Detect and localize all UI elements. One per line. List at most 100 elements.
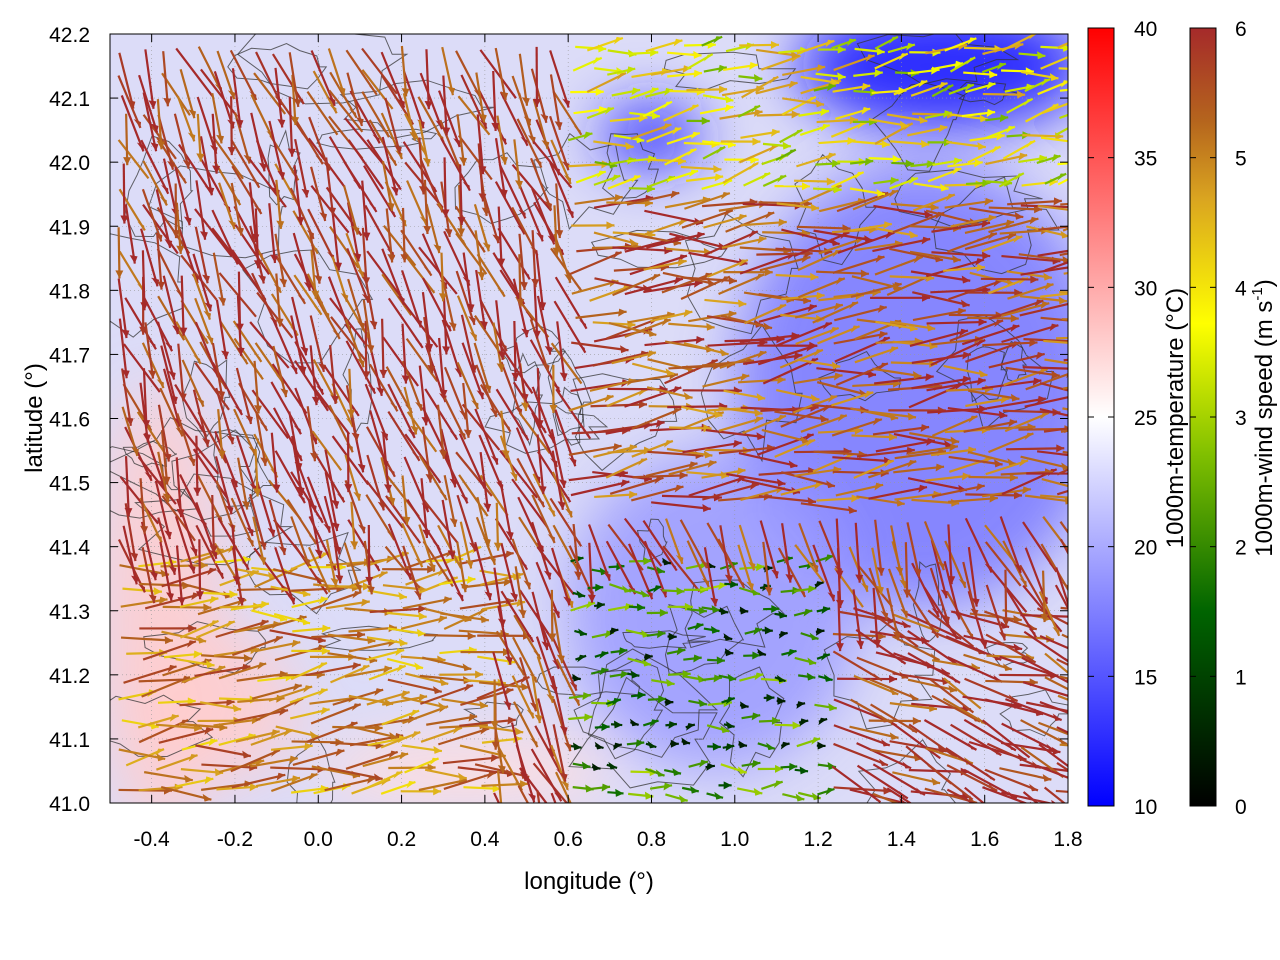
wind-arrow-head [319, 596, 328, 605]
wind-arrow-shaft [323, 365, 360, 417]
wind-arrow [141, 547, 157, 604]
wind-arrow [868, 118, 909, 129]
wind-arrow [572, 590, 586, 598]
wind-arrow-shaft [310, 703, 362, 725]
wind-arrow [380, 51, 406, 109]
wind-arrow [142, 204, 179, 255]
wind-arrow [156, 754, 198, 771]
wind-arrow [458, 433, 486, 489]
wind-arrow-head [492, 784, 501, 793]
wind-arrow-shaft [718, 446, 775, 455]
wind-arrow [913, 182, 949, 192]
wind-arrow-head [164, 342, 173, 352]
wind-arrow-head [368, 655, 378, 664]
wind-arrow-shaft [290, 516, 311, 567]
wind-arrow-head [988, 783, 998, 791]
wind-arrow [194, 226, 210, 284]
wind-arrow-head [432, 541, 441, 550]
wind-arrow-head [548, 633, 557, 642]
wind-arrow-head [148, 340, 157, 350]
wind-arrow [252, 516, 267, 565]
wind-arrow-head [229, 590, 238, 599]
contour-line [316, 128, 438, 150]
wind-arrow-head [449, 478, 458, 488]
wind-arrow [367, 636, 408, 647]
wind-arrow-shaft [531, 591, 549, 651]
wind-arrow [368, 363, 399, 412]
wind-arrow [192, 253, 213, 312]
wind-arrow-shaft [255, 412, 267, 467]
wind-arrow-head [809, 632, 819, 641]
wind-arrow-head [747, 561, 756, 571]
wind-arrow-shaft [646, 232, 705, 249]
wind-arrow-head [695, 231, 705, 240]
wind-arrow-shaft [248, 182, 258, 243]
wind-arrow-head [425, 343, 434, 352]
wind-arrow [798, 672, 816, 681]
wind-arrow-head [724, 104, 734, 113]
wind-arrow [624, 386, 682, 408]
wind-arrow-head [835, 277, 845, 286]
wind-arrow-head [653, 557, 662, 567]
wind-arrow [441, 278, 457, 332]
wind-arrow-head [565, 508, 573, 518]
wind-arrow-head [323, 523, 331, 533]
wind-arrow [818, 137, 856, 146]
wind-arrow [290, 471, 324, 524]
wind-arrow [628, 184, 655, 193]
wind-arrow-shaft [800, 502, 857, 513]
wind-arrow [794, 766, 809, 775]
wind-arrow-head [663, 440, 673, 448]
wind-arrow-shaft [868, 460, 917, 479]
wind-arrow-shaft [963, 653, 1013, 671]
wind-arrow [663, 768, 682, 776]
wind-arrow-shaft [872, 425, 930, 436]
wind-arrow-head [336, 493, 345, 503]
wind-arrow-head [466, 576, 476, 585]
wind-arrow [271, 318, 298, 375]
wind-arrow-head [611, 174, 621, 183]
wind-arrow-head [463, 429, 472, 438]
wind-arrow-shaft [328, 766, 383, 781]
contour-line [663, 51, 797, 90]
wind-arrow [981, 62, 1007, 74]
wind-arrow [179, 596, 219, 609]
wind-arrow-shaft [624, 318, 672, 338]
wind-arrow-shaft [440, 428, 457, 488]
wind-arrow-head [447, 550, 456, 560]
wind-arrow-shaft [402, 545, 422, 600]
wind-arrow-head [202, 274, 210, 284]
wind-arrow-shaft [630, 485, 684, 502]
wind-arrow-shaft [342, 185, 359, 235]
wind-arrow [142, 368, 151, 429]
wind-arrow-head [577, 343, 586, 353]
wind-arrow [162, 275, 180, 335]
wind-arrow-shaft [856, 448, 915, 458]
wind-arrow-head [627, 585, 636, 595]
wind-arrow-head [520, 431, 529, 441]
wind-arrow-head [777, 175, 787, 183]
wind-arrow-shaft [592, 470, 652, 481]
wind-arrow-head [601, 723, 610, 732]
wind-arrow-head [541, 140, 550, 149]
wind-arrow-head [662, 123, 672, 131]
wind-arrow-head [837, 45, 846, 54]
wind-arrow-shaft [211, 494, 216, 554]
wind-arrow-head [438, 293, 447, 302]
wind-arrow-head [559, 372, 568, 381]
wind-arrow [685, 723, 696, 731]
wind-arrow-head [344, 484, 353, 493]
wind-arrow-head [137, 583, 145, 593]
wind-arrow [571, 341, 629, 354]
wind-arrow-head [365, 576, 374, 585]
wind-arrow-shaft [612, 273, 661, 297]
wind-arrow [248, 182, 260, 243]
wind-arrow [292, 232, 312, 292]
wind-arrow-head [898, 53, 908, 61]
wind-arrow [605, 540, 637, 595]
wind-arrow-shaft [834, 336, 891, 363]
wind-arrow [162, 603, 212, 612]
wind-arrow [737, 376, 786, 384]
wind-arrow [776, 696, 786, 705]
wind-arrow-head [773, 780, 783, 789]
